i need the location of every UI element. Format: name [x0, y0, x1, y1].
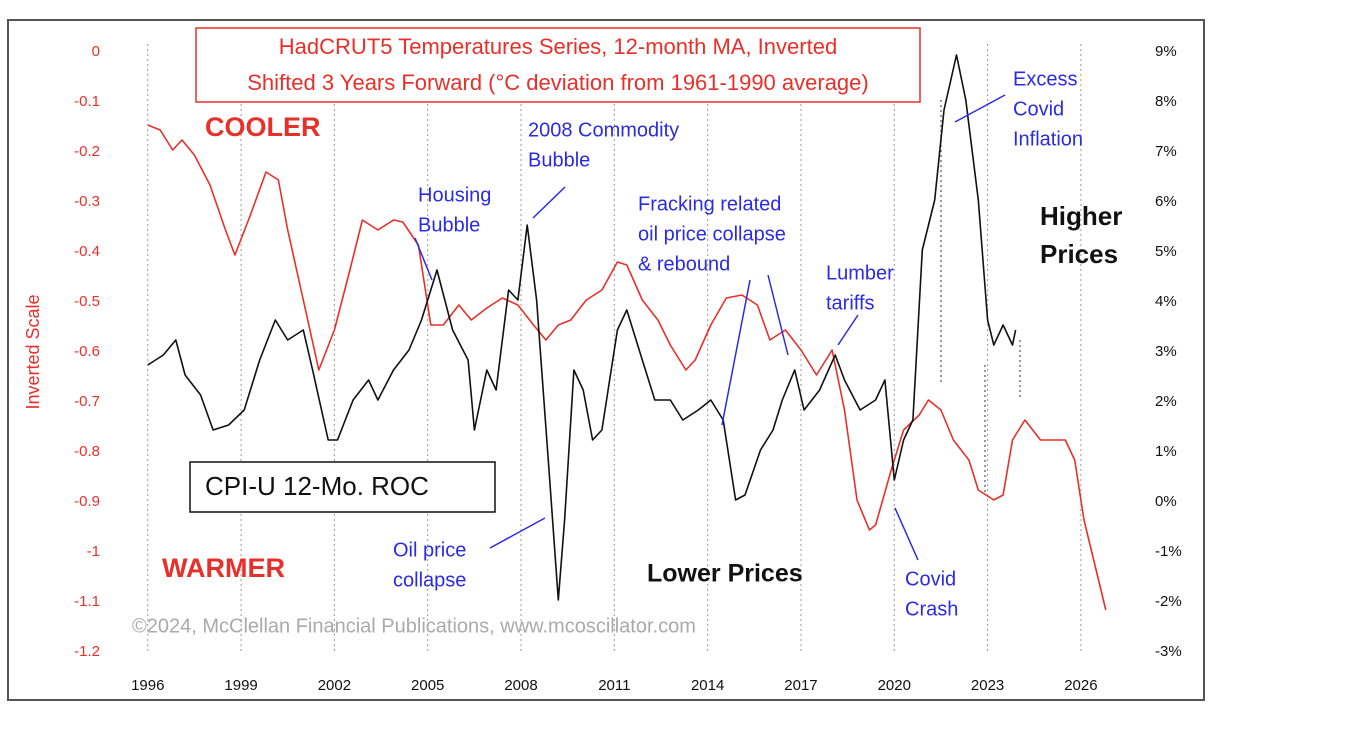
- y-tick-label: -0.5: [74, 293, 100, 310]
- annotation: Crash: [905, 598, 958, 620]
- annotation: oil price collapse: [638, 223, 786, 245]
- annotation: Bubble: [418, 214, 480, 236]
- x-tick-label: 2014: [691, 677, 724, 694]
- chart-frame: [7, 19, 1205, 701]
- annotation: 2008 Commodity: [528, 119, 679, 141]
- y-tick-label: -1.2: [74, 643, 100, 660]
- y2-tick-label: 1%: [1155, 443, 1177, 460]
- annotation: Housing: [418, 184, 491, 206]
- y2-tick-label: -1%: [1155, 543, 1182, 560]
- x-tick-label: 2017: [784, 677, 817, 694]
- y-tick-label: -0.6: [74, 343, 100, 360]
- annotation-pointer: [894, 507, 919, 561]
- annotation: Oil price: [393, 539, 466, 561]
- annotation: Inflation: [1013, 128, 1083, 150]
- annotation: Excess: [1013, 68, 1077, 90]
- annotation: Bubble: [528, 149, 590, 171]
- y2-tick-label: 2%: [1155, 393, 1177, 410]
- y-tick-label: -0.3: [74, 193, 100, 210]
- annotation-pointer: [532, 186, 566, 219]
- annotation: & rebound: [638, 253, 730, 275]
- chart-title: HadCRUT5 Temperatures Series, 12-month M…: [279, 34, 837, 59]
- connectors: [940, 100, 1021, 495]
- y2-tick-label: 6%: [1155, 193, 1177, 210]
- series-line: [147, 124, 1107, 611]
- annotation-pointer: [721, 279, 751, 426]
- x-tick-label: 2011: [598, 677, 630, 694]
- cooler-label: COOLER: [205, 112, 321, 142]
- warmer-label: WARMER: [162, 553, 285, 583]
- y2-tick-label: 7%: [1155, 143, 1177, 160]
- y-tick-label: 0: [92, 43, 100, 60]
- y-tick-label: -0.4: [74, 243, 100, 260]
- annotation: Covid: [905, 568, 956, 590]
- annotation: collapse: [393, 569, 466, 591]
- annotation-pointer: [489, 517, 546, 549]
- annotation-pointer: [414, 237, 433, 281]
- y2-tick-label: 8%: [1155, 93, 1177, 110]
- x-tick-label: 1999: [224, 677, 257, 694]
- annotation: tariffs: [826, 292, 875, 314]
- annotation-pointer: [767, 274, 789, 356]
- x-tick-label: 2005: [411, 677, 444, 694]
- y-tick-label: -0.2: [74, 143, 100, 160]
- x-tick-label: 2023: [971, 677, 1004, 694]
- y2-tick-label: -2%: [1155, 593, 1182, 610]
- y-tick-label: -0.7: [74, 393, 100, 410]
- y2-tick-label: 5%: [1155, 243, 1177, 260]
- y-tick-label: -1: [87, 543, 100, 560]
- higher-prices-label: Higher: [1040, 201, 1122, 231]
- y2-tick-label: 4%: [1155, 293, 1177, 310]
- series-label: CPI-U 12-Mo. ROC: [205, 471, 429, 501]
- y-tick-label: -0.9: [74, 493, 100, 510]
- chart-subtitle: Shifted 3 Years Forward (°C deviation fr…: [247, 70, 868, 95]
- annotation-pointer: [954, 94, 1006, 123]
- annotation: Lumber: [826, 262, 894, 284]
- x-tick-label: 2026: [1064, 677, 1097, 694]
- y-axis-label: Inverted Scale: [23, 294, 43, 409]
- annotation-pointer: [837, 314, 859, 346]
- x-tick-label: 1996: [131, 677, 164, 694]
- series-line: [147, 54, 1017, 601]
- lower-prices-label: Lower Prices: [647, 560, 803, 588]
- series-label-box: [189, 461, 496, 513]
- y2-tick-label: 9%: [1155, 43, 1177, 60]
- x-tick-label: 2002: [318, 677, 351, 694]
- x-tick-label: 2008: [504, 677, 537, 694]
- copyright: ©2024, McClellan Financial Publications,…: [132, 615, 696, 637]
- y2-tick-label: -3%: [1155, 643, 1182, 660]
- y-tick-label: -0.8: [74, 443, 100, 460]
- annotation: Covid: [1013, 98, 1064, 120]
- x-tick-label: 2020: [878, 677, 911, 694]
- title-box: [195, 27, 921, 103]
- y-tick-label: -0.1: [74, 93, 100, 110]
- annotation: Fracking related: [638, 193, 781, 215]
- y-tick-label: -1.1: [74, 593, 100, 610]
- y2-tick-label: 3%: [1155, 343, 1177, 360]
- higher-prices-label: Prices: [1040, 239, 1118, 269]
- y2-tick-label: 0%: [1155, 493, 1177, 510]
